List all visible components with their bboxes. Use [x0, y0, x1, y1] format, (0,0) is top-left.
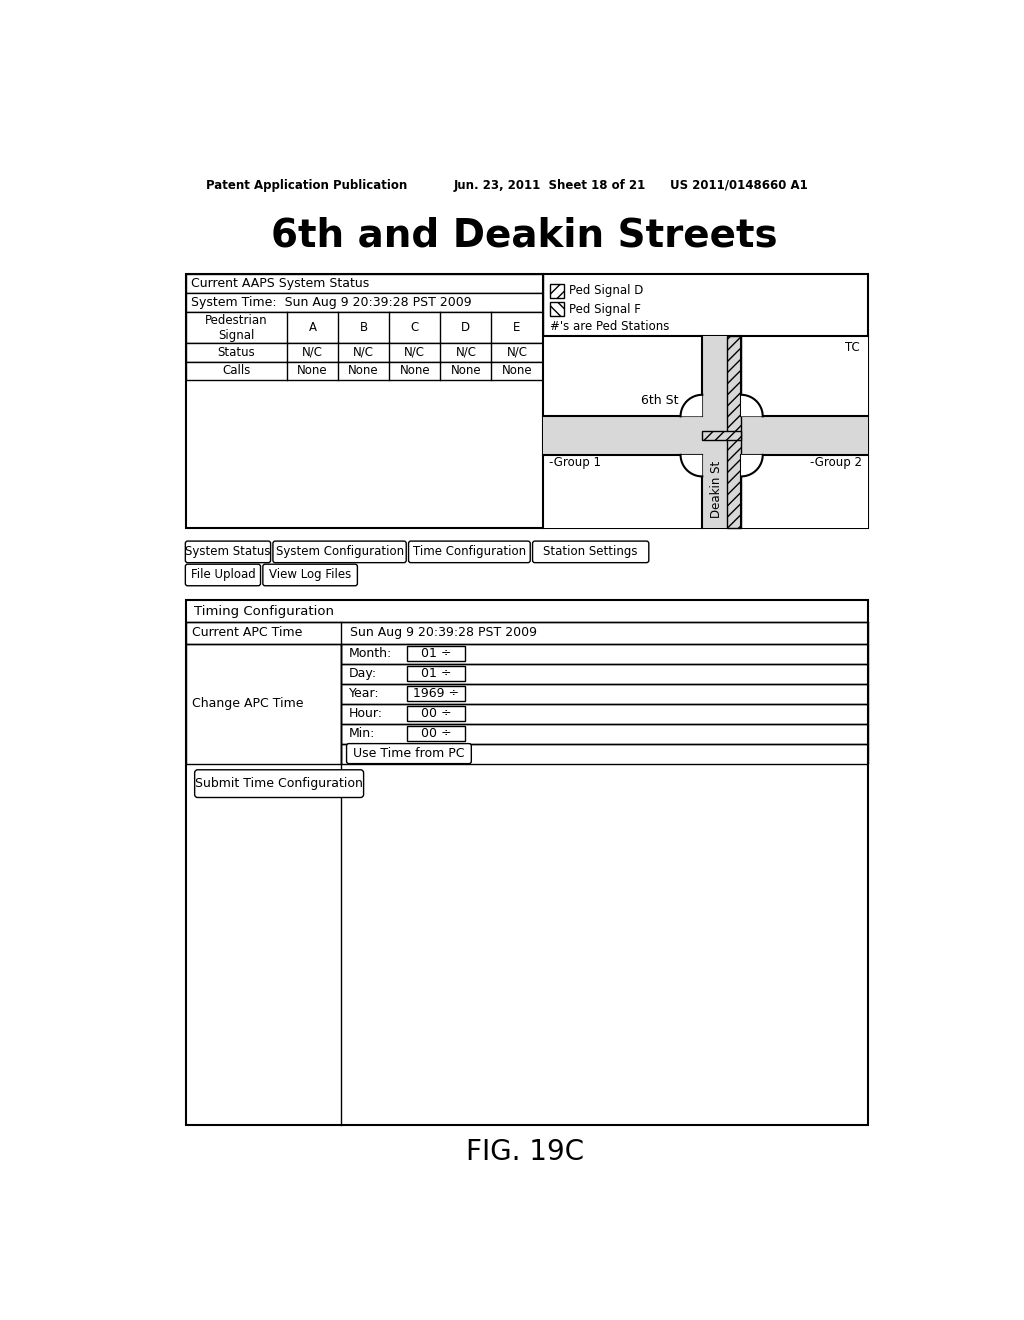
Text: None: None — [297, 364, 328, 378]
Text: Patent Application Publication: Patent Application Publication — [206, 178, 407, 191]
Text: 00 ÷: 00 ÷ — [421, 708, 452, 721]
FancyBboxPatch shape — [409, 541, 530, 562]
Text: Timing Configuration: Timing Configuration — [194, 605, 334, 618]
Polygon shape — [681, 395, 702, 416]
Text: B: B — [359, 321, 368, 334]
Polygon shape — [741, 455, 763, 477]
Bar — [702, 335, 741, 528]
Text: Current AAPS System Status: Current AAPS System Status — [190, 277, 369, 290]
Text: View Log Files: View Log Files — [269, 569, 351, 582]
Text: A: A — [308, 321, 316, 334]
Bar — [407, 706, 465, 721]
FancyBboxPatch shape — [185, 564, 260, 586]
Text: Pedestrian
Signal: Pedestrian Signal — [205, 314, 268, 342]
FancyBboxPatch shape — [273, 541, 407, 562]
Polygon shape — [741, 395, 763, 416]
Text: Year:: Year: — [349, 686, 380, 700]
Bar — [186, 362, 543, 380]
Bar — [550, 284, 564, 298]
Text: Use Time from PC: Use Time from PC — [353, 747, 465, 760]
Bar — [186, 622, 868, 644]
Text: D: D — [462, 321, 470, 334]
Text: -Group 2: -Group 2 — [810, 455, 862, 469]
Text: -Group 1: -Group 1 — [549, 455, 601, 469]
Text: E: E — [513, 321, 521, 334]
Text: None: None — [399, 364, 430, 378]
Text: Day:: Day: — [349, 667, 377, 680]
Text: 01 ÷: 01 ÷ — [421, 667, 452, 680]
Text: 00 ÷: 00 ÷ — [421, 727, 452, 741]
Text: None: None — [502, 364, 532, 378]
Text: System Status: System Status — [185, 545, 270, 558]
Polygon shape — [681, 455, 702, 477]
Text: 01 ÷: 01 ÷ — [421, 647, 452, 660]
Bar — [341, 664, 868, 684]
Text: Deakin St: Deakin St — [711, 461, 724, 519]
Bar — [186, 343, 543, 362]
Bar — [407, 726, 465, 742]
Text: N/C: N/C — [302, 346, 323, 359]
Text: Min:: Min: — [349, 727, 375, 741]
Text: N/C: N/C — [507, 346, 527, 359]
Text: Ped Signal D: Ped Signal D — [569, 284, 643, 297]
Bar — [186, 275, 543, 293]
Text: None: None — [348, 364, 379, 378]
Bar — [341, 743, 868, 763]
Text: System Configuration: System Configuration — [275, 545, 403, 558]
Text: System Time:  Sun Aug 9 20:39:28 PST 2009: System Time: Sun Aug 9 20:39:28 PST 2009 — [190, 296, 471, 309]
Text: #'s are Ped Stations: #'s are Ped Stations — [550, 319, 670, 333]
Bar — [186, 293, 543, 313]
Text: C: C — [411, 321, 419, 334]
Bar — [407, 645, 465, 661]
Text: Station Settings: Station Settings — [544, 545, 638, 558]
Bar — [727, 335, 741, 528]
Bar — [186, 275, 868, 528]
Bar — [543, 416, 868, 455]
Text: Time Configuration: Time Configuration — [413, 545, 526, 558]
Text: 6th St: 6th St — [641, 395, 678, 408]
FancyBboxPatch shape — [532, 541, 649, 562]
Text: Month:: Month: — [349, 647, 392, 660]
Text: Ped Signal F: Ped Signal F — [569, 302, 641, 315]
FancyBboxPatch shape — [346, 743, 471, 763]
Bar — [186, 601, 868, 1125]
Text: 1969 ÷: 1969 ÷ — [413, 686, 459, 700]
Text: Hour:: Hour: — [349, 708, 383, 721]
Bar — [543, 335, 868, 528]
Text: TC: TC — [845, 342, 860, 354]
Bar — [550, 302, 564, 317]
Text: US 2011/0148660 A1: US 2011/0148660 A1 — [671, 178, 808, 191]
FancyBboxPatch shape — [263, 564, 357, 586]
Text: Status: Status — [218, 346, 255, 359]
Text: Jun. 23, 2011  Sheet 18 of 21: Jun. 23, 2011 Sheet 18 of 21 — [454, 178, 646, 191]
Bar — [341, 704, 868, 723]
Text: Change APC Time: Change APC Time — [193, 697, 304, 710]
Bar — [341, 644, 868, 664]
Text: Calls: Calls — [222, 364, 251, 378]
Bar — [186, 644, 341, 763]
Text: FIG. 19C: FIG. 19C — [466, 1138, 584, 1166]
Bar — [341, 723, 868, 743]
Text: Submit Time Configuration: Submit Time Configuration — [196, 777, 364, 791]
Bar — [841, 339, 864, 356]
Bar — [341, 684, 868, 704]
Text: N/C: N/C — [353, 346, 374, 359]
Text: None: None — [451, 364, 481, 378]
Text: 6th and Deakin Streets: 6th and Deakin Streets — [271, 216, 778, 255]
Text: N/C: N/C — [456, 346, 476, 359]
Text: N/C: N/C — [404, 346, 425, 359]
Text: File Upload: File Upload — [190, 569, 255, 582]
Bar — [407, 665, 465, 681]
Text: Current APC Time: Current APC Time — [193, 626, 303, 639]
Bar — [702, 430, 741, 441]
FancyBboxPatch shape — [195, 770, 364, 797]
FancyBboxPatch shape — [185, 541, 270, 562]
Bar — [186, 313, 543, 343]
Bar — [407, 686, 465, 701]
Text: Sun Aug 9 20:39:28 PST 2009: Sun Aug 9 20:39:28 PST 2009 — [350, 626, 538, 639]
